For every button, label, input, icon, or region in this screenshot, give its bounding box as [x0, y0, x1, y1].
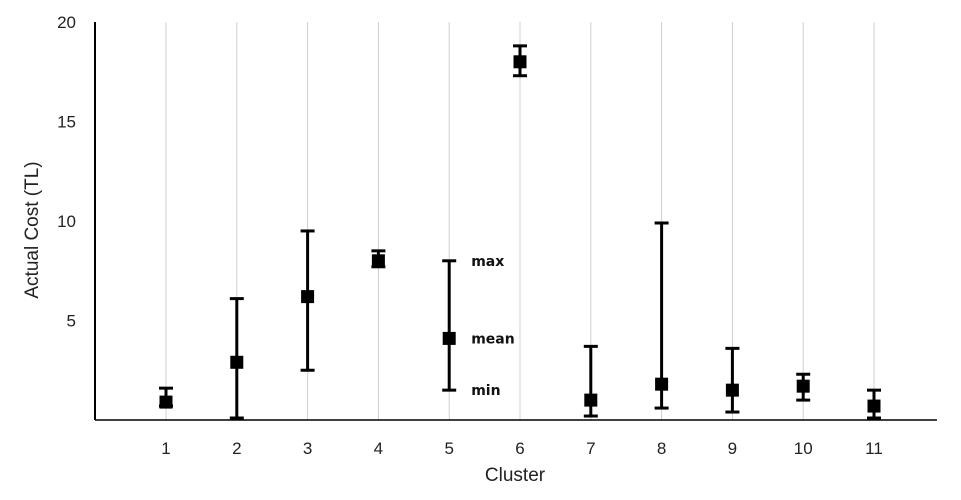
- annotation-min: min: [471, 383, 500, 399]
- annotations: max mean min: [471, 254, 515, 399]
- x-tick-label: 11: [865, 439, 883, 458]
- mean-marker: [301, 290, 315, 304]
- mean-marker: [655, 377, 669, 391]
- y-tick-label: 10: [57, 212, 76, 231]
- mean-marker: [513, 55, 527, 69]
- annotation-mean: mean: [471, 331, 515, 347]
- mean-marker: [867, 399, 881, 413]
- annotation-max: max: [471, 254, 504, 270]
- mean-markers: [159, 55, 881, 413]
- x-axis-title: Cluster: [485, 465, 546, 486]
- x-tick-label: 9: [728, 439, 737, 458]
- y-tick-labels: 5 10 15 20: [57, 13, 76, 331]
- mean-marker: [796, 379, 810, 393]
- y-tick-label: 20: [57, 13, 76, 32]
- y-tick-label: 15: [57, 113, 76, 132]
- x-tick-labels: 1 2 3 4 5 6 7 8 9 10 11: [161, 439, 883, 458]
- x-tick-label: 6: [515, 439, 524, 458]
- x-tick-label: 7: [586, 439, 595, 458]
- mean-marker: [442, 331, 456, 345]
- x-tick-label: 3: [303, 439, 312, 458]
- x-tick-label: 8: [657, 439, 666, 458]
- x-tick-label: 10: [794, 439, 813, 458]
- x-tick-label: 1: [161, 439, 170, 458]
- x-tick-label: 5: [444, 439, 453, 458]
- axes: [94, 22, 937, 421]
- y-axis-title: Actual Cost (TL): [22, 161, 43, 298]
- y-tick-label: 5: [67, 312, 76, 331]
- x-tick-label: 4: [374, 439, 383, 458]
- mean-marker: [725, 383, 739, 397]
- mean-marker: [584, 393, 598, 407]
- mean-marker: [159, 395, 173, 409]
- mean-marker: [371, 254, 385, 268]
- x-tick-label: 2: [232, 439, 241, 458]
- mean-marker: [230, 355, 244, 369]
- gridlines: [165, 22, 875, 420]
